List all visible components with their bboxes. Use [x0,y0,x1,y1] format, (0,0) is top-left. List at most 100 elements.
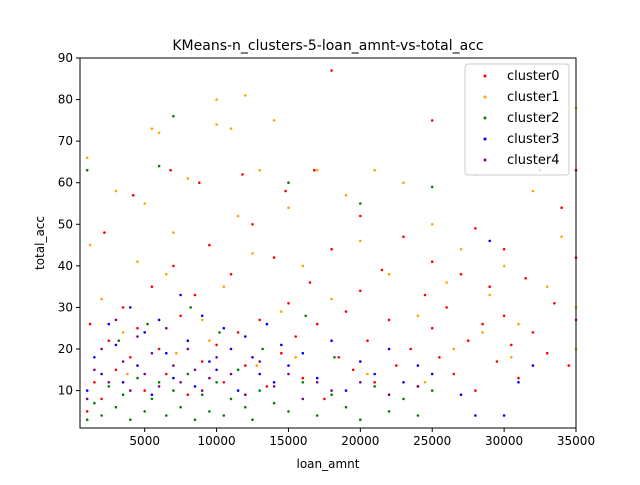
data-point-cluster3 [416,364,420,367]
x-tick-label: 30000 [485,434,523,448]
data-point-cluster2 [301,381,305,384]
data-point-cluster2 [430,389,434,392]
data-point-cluster1 [359,239,362,243]
points-layer [85,69,578,422]
data-point-cluster2 [236,368,240,372]
data-point-cluster1 [510,356,513,359]
legend-label-cluster4: cluster4 [507,153,559,168]
data-point-cluster4 [165,326,168,330]
data-point-cluster3 [143,331,146,334]
data-point-cluster2 [315,414,319,417]
data-point-cluster1 [287,206,290,209]
data-point-cluster0 [510,343,513,347]
data-point-cluster0 [308,281,312,284]
data-point-cluster4 [114,318,118,322]
data-point-cluster0 [169,168,172,172]
data-point-cluster0 [430,260,434,264]
data-point-cluster4 [85,397,89,401]
data-point-cluster3 [121,381,125,384]
data-point-cluster3 [258,372,262,376]
data-point-cluster0 [402,235,405,239]
data-point-cluster3 [150,393,154,397]
data-point-cluster0 [208,243,211,247]
data-point-cluster3 [488,239,492,243]
data-point-cluster3 [301,351,305,355]
data-point-cluster1 [315,168,319,172]
data-point-cluster1 [430,223,434,226]
data-point-cluster0 [502,314,506,318]
data-point-cluster1 [301,264,305,268]
data-point-cluster1 [344,193,348,197]
data-point-cluster0 [524,277,527,280]
data-point-cluster2 [330,393,333,397]
data-point-cluster2 [208,410,211,413]
data-point-cluster0 [330,247,333,251]
data-point-cluster1 [272,119,276,122]
data-point-cluster4 [129,389,132,392]
data-point-cluster0 [131,193,135,197]
data-point-cluster4 [258,360,262,363]
legend: cluster0 cluster1 cluster2 cluster3 cluster4 [464,63,570,176]
data-point-cluster0 [474,389,477,392]
data-point-cluster0 [294,335,298,338]
data-point-cluster4 [387,393,391,397]
data-point-cluster4 [330,389,333,392]
data-point-cluster0 [157,347,161,351]
legend-marker-cluster1 [483,95,487,99]
data-point-cluster0 [121,306,125,309]
data-point-cluster2 [179,405,182,409]
data-point-cluster1 [258,168,262,172]
data-point-cluster2 [402,397,405,401]
data-point-cluster4 [359,381,362,384]
legend-marker-cluster4 [483,158,487,162]
data-point-cluster0 [114,368,118,372]
data-point-cluster2 [258,389,262,392]
data-point-cluster1 [416,314,420,318]
data-point-cluster3 [517,381,520,384]
data-point-cluster1 [280,310,283,313]
data-point-cluster3 [157,318,161,322]
data-point-cluster3 [265,322,269,326]
data-point-cluster0 [272,256,276,259]
data-point-cluster2 [85,418,89,422]
data-point-cluster4 [215,356,218,359]
data-point-cluster0 [567,364,571,367]
data-point-cluster2 [100,414,103,417]
data-point-cluster0 [366,339,369,343]
data-point-cluster0 [287,302,290,305]
data-point-cluster1 [157,131,161,135]
data-point-cluster3 [430,372,434,376]
data-point-cluster1 [88,243,92,247]
data-point-cluster2 [261,347,264,351]
data-point-cluster1 [517,322,520,326]
data-point-cluster1 [114,189,118,193]
data-point-cluster0 [315,322,319,326]
data-point-cluster3 [315,376,319,380]
data-point-cluster3 [208,360,211,363]
data-point-cluster2 [121,393,125,397]
data-point-cluster1 [136,260,139,264]
y-axis-ticks: 10 20 30 40 50 60 70 80 90 [58,51,80,398]
data-point-cluster4 [315,381,319,384]
data-point-cluster0 [323,397,326,401]
data-point-cluster1 [126,372,129,376]
data-point-cluster2 [186,372,190,376]
data-point-cluster1 [215,98,218,101]
data-point-cluster0 [280,351,283,355]
y-tick-label: 30 [58,300,73,314]
y-tick-label: 90 [58,51,73,65]
data-point-cluster2 [244,405,247,409]
data-point-cluster1 [222,285,226,289]
legend-marker-cluster2 [483,116,487,120]
data-point-cluster4 [100,347,103,351]
data-point-cluster3 [272,381,276,384]
data-point-cluster2 [85,168,89,172]
data-point-cluster2 [272,401,276,405]
data-point-cluster0 [517,376,520,380]
data-point-cluster4 [416,385,420,388]
data-point-cluster1 [85,156,89,160]
data-point-cluster0 [474,227,477,230]
data-point-cluster0 [103,231,106,234]
x-axis-label: loan_amnt [297,457,360,471]
